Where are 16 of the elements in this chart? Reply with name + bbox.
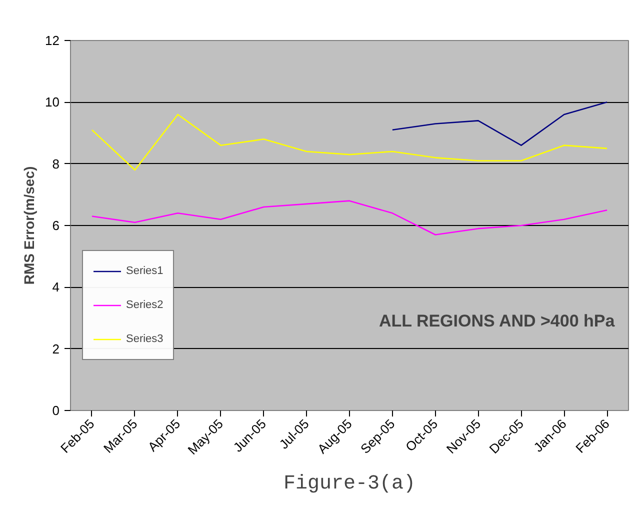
y-tick-label: 2 [52,341,60,356]
y-tick-label: 8 [52,156,60,172]
text: Figure-3(a) [283,472,416,496]
y-tick-label: 0 [52,403,60,418]
line-series [392,102,608,146]
legend-label: Series2 [126,299,164,311]
line-series [91,114,608,171]
y-tick-label: 10 [45,94,60,110]
line-series [91,200,608,236]
y-tick-label: 6 [52,218,60,233]
y-tick-label: 4 [52,280,60,295]
annotation: ALL REGIONS AND >400 hPa [378,311,616,330]
y-tick-label: 12 [45,33,60,48]
legend-label: Series3 [126,333,164,345]
y-axis-title: RMS Error(m/sec) [21,166,38,285]
legend-label: Series1 [126,265,164,277]
